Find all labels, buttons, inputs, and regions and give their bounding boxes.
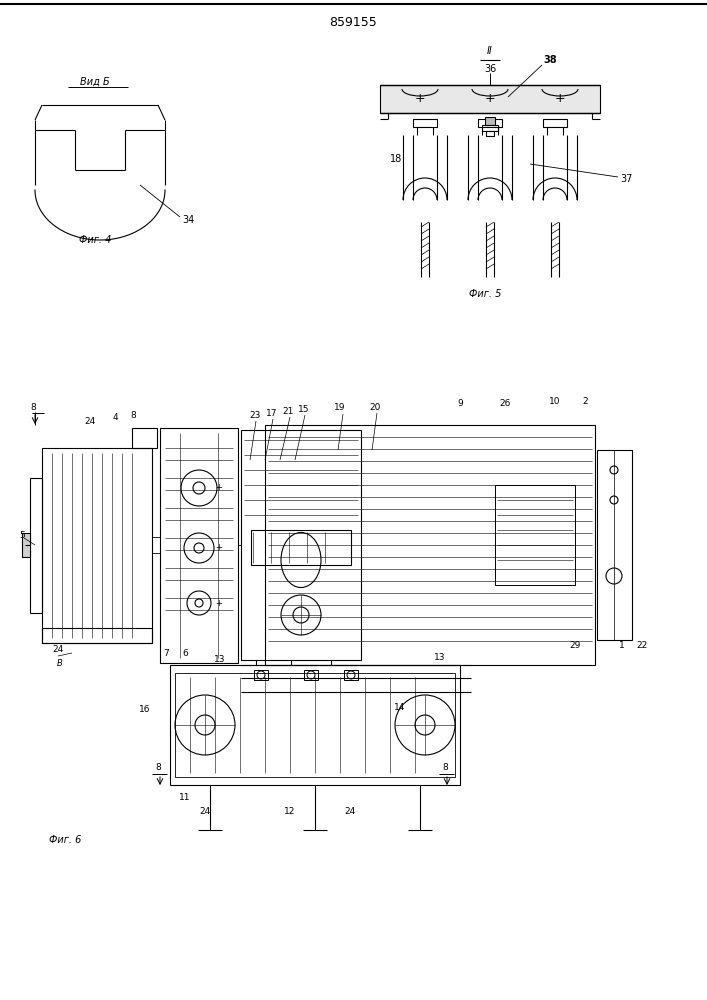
Bar [42, 448, 152, 643]
Text: Фиг. 6: Фиг. 6 [49, 835, 81, 845]
Text: 19: 19 [334, 403, 346, 412]
Bar [495, 485, 575, 585]
Text: 24: 24 [84, 418, 95, 426]
Text: 10: 10 [549, 397, 561, 406]
Bar [254, 670, 268, 680]
Text: 7: 7 [163, 648, 169, 658]
Text: 13: 13 [434, 654, 445, 662]
Text: +: + [216, 544, 223, 552]
Bar [543, 119, 567, 127]
Bar [160, 428, 238, 663]
Text: 859155: 859155 [329, 15, 377, 28]
Bar [42, 628, 152, 643]
Text: 5: 5 [19, 530, 25, 540]
Text: 21: 21 [282, 406, 293, 416]
Text: 37: 37 [620, 174, 632, 184]
Bar [344, 670, 358, 680]
Text: +: + [555, 93, 566, 105]
Text: 12: 12 [284, 808, 296, 816]
Text: 17: 17 [267, 408, 278, 418]
Text: 16: 16 [139, 706, 151, 714]
Bar [170, 665, 460, 785]
Text: Фиг. 4: Фиг. 4 [78, 235, 111, 245]
Text: Фиг. 5: Фиг. 5 [469, 289, 501, 299]
Text: +: + [216, 484, 223, 492]
Bar [22, 533, 30, 557]
Bar [241, 430, 361, 660]
Text: 11: 11 [180, 794, 191, 802]
Text: 8: 8 [155, 764, 161, 772]
Text: 8: 8 [30, 403, 36, 412]
Text: 13: 13 [214, 656, 226, 664]
Text: Вид Б: Вид Б [80, 77, 110, 87]
Bar [304, 670, 318, 680]
Text: +: + [415, 93, 426, 105]
Text: 36: 36 [484, 64, 496, 74]
Text: +: + [216, 598, 223, 607]
Text: 8: 8 [130, 412, 136, 420]
Bar [413, 119, 437, 127]
Text: 24: 24 [344, 808, 356, 816]
Text: II: II [487, 46, 493, 56]
Text: 2: 2 [582, 396, 588, 406]
Text: 8: 8 [442, 764, 448, 772]
Bar [380, 85, 600, 113]
Bar [175, 673, 455, 777]
Text: 26: 26 [499, 398, 510, 408]
Bar [597, 450, 632, 640]
Text: 15: 15 [298, 404, 310, 414]
Text: 34: 34 [182, 215, 194, 225]
Text: 18: 18 [390, 154, 402, 164]
Text: 6: 6 [182, 648, 188, 658]
Bar [251, 530, 351, 565]
Bar [486, 131, 494, 136]
Text: 4: 4 [112, 414, 118, 422]
Bar [482, 125, 498, 131]
Bar [132, 428, 157, 448]
Bar [478, 119, 502, 127]
Text: 29: 29 [569, 641, 580, 650]
Text: 14: 14 [395, 704, 406, 712]
Text: 20: 20 [369, 402, 380, 412]
Text: 24: 24 [199, 808, 211, 816]
Text: 23: 23 [250, 410, 261, 420]
Text: В: В [57, 658, 63, 668]
Text: 22: 22 [636, 641, 648, 650]
Text: 1: 1 [619, 641, 625, 650]
Text: 9: 9 [457, 399, 463, 408]
Text: +: + [485, 93, 496, 105]
Bar [30, 478, 42, 613]
Text: 24: 24 [52, 646, 64, 654]
Bar [485, 117, 495, 125]
Bar [265, 425, 595, 665]
Text: 38: 38 [543, 55, 557, 65]
